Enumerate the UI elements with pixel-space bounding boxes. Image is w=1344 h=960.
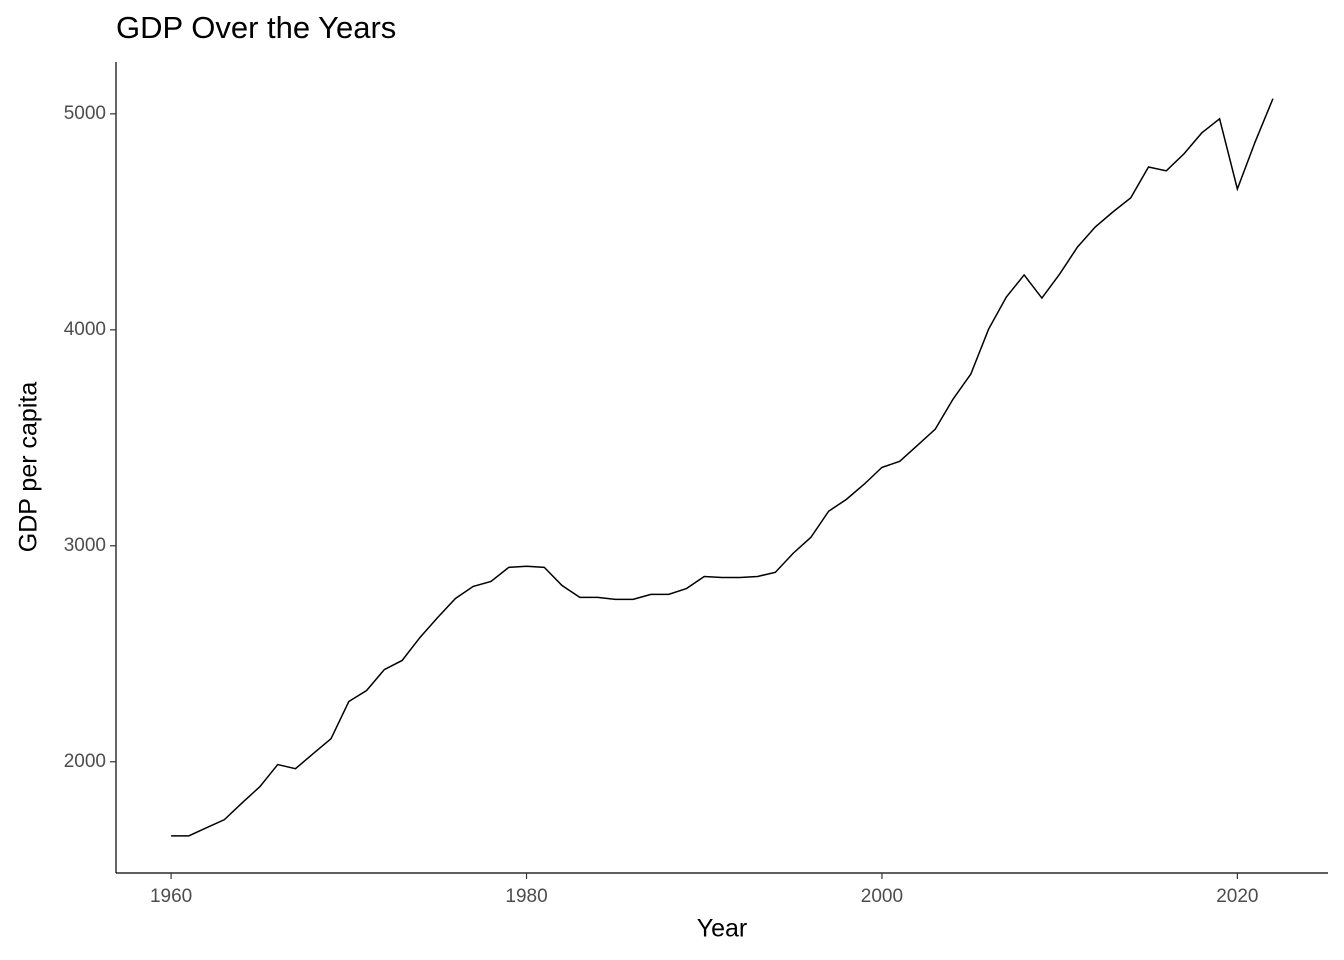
y-axis-title: GDP per capita	[15, 382, 43, 553]
y-tick-label: 3000	[64, 535, 106, 556]
y-tick-label: 4000	[64, 319, 106, 340]
y-tick-label: 5000	[64, 103, 106, 124]
x-axis-title: Year	[697, 915, 748, 943]
x-tick-label: 2020	[1216, 886, 1258, 907]
x-tick-label: 1980	[505, 886, 547, 907]
chart-title: GDP Over the Years	[116, 10, 396, 45]
x-tick-label: 2000	[861, 886, 903, 907]
line	[171, 98, 1274, 837]
y-tick-label: 2000	[64, 751, 106, 772]
x-tick-label: 1960	[150, 886, 192, 907]
